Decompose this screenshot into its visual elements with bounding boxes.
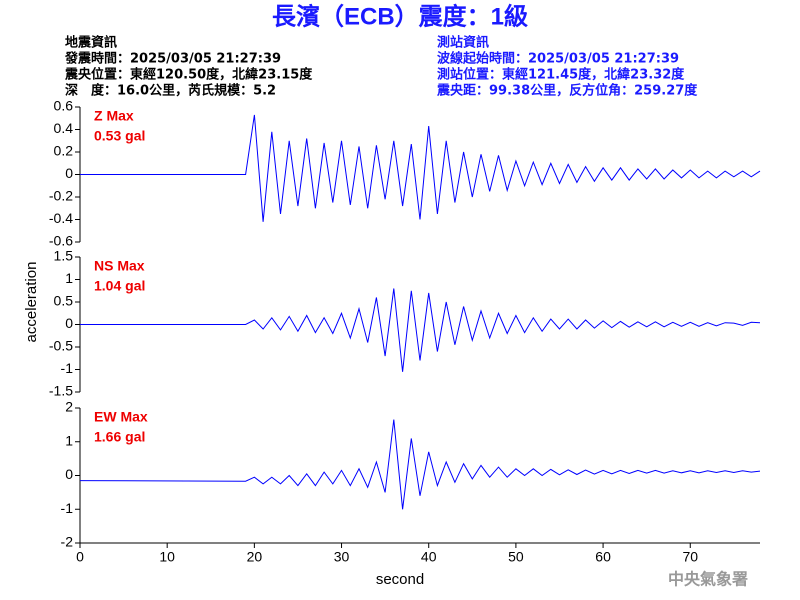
info-left: 發震時間：2025/03/05 21:27:39 <box>64 51 281 67</box>
y-tick-label: 0 <box>65 466 73 482</box>
info-right: 震央距：99.38公里，反方位角：259.27度 <box>436 83 698 99</box>
y-tick-label: 0 <box>65 165 73 181</box>
y-tick-label: -0.2 <box>49 188 73 204</box>
info-right: 波線起始時間：2025/03/05 21:27:39 <box>437 51 679 67</box>
waveform <box>79 419 761 510</box>
y-tick-label: -0.5 <box>49 338 73 354</box>
x-tick-label: 10 <box>159 549 175 565</box>
y-tick-label: -1.5 <box>49 383 73 399</box>
y-tick-label: -2 <box>61 534 74 550</box>
max-label: 0.53 gal <box>94 128 145 144</box>
y-tick-label: 0 <box>65 315 73 331</box>
waveform <box>80 114 761 222</box>
y-tick-label: -1 <box>61 500 74 516</box>
x-tick-label: 30 <box>334 549 350 565</box>
annotation: NS Max <box>94 258 145 274</box>
info-left: 地震資訊 <box>65 35 117 51</box>
chart-title: 長濱（ECB）震度：1級 <box>272 2 528 30</box>
y-tick-label: 0.4 <box>54 120 74 136</box>
y-tick-label: -1 <box>61 360 74 376</box>
y-tick-label: 2 <box>65 399 73 415</box>
y-tick-label: 0.5 <box>54 293 74 309</box>
waveform <box>80 288 761 372</box>
source: 中央氣象署 <box>668 570 748 589</box>
info-right: 測站位置：東經121.45度，北緯23.32度 <box>437 67 685 83</box>
info-right: 測站資訊 <box>437 35 489 51</box>
y-tick-label: 1.5 <box>54 248 74 264</box>
annotation: Z Max <box>94 108 134 124</box>
annotation: EW Max <box>94 409 148 425</box>
y-tick-label: 0.2 <box>54 143 74 159</box>
y-tick-label: 1 <box>65 432 73 448</box>
x-tick-label: 50 <box>508 549 524 565</box>
y-tick-label: 0.6 <box>54 98 74 114</box>
x-tick-label: 60 <box>595 549 611 565</box>
x-axis-label: second <box>376 571 424 588</box>
max-label: 1.66 gal <box>94 429 145 445</box>
x-tick-label: 20 <box>247 549 263 565</box>
info-left: 深 度：16.0公里，芮氏規模：5.2 <box>65 83 276 99</box>
x-tick-label: 40 <box>421 549 437 565</box>
max-label: 1.04 gal <box>94 278 145 294</box>
y-tick-label: 1 <box>65 270 73 286</box>
x-tick-label: 70 <box>682 549 698 565</box>
info-left: 震央位置：東經120.50度，北緯23.15度 <box>64 67 313 83</box>
x-tick-label: 0 <box>76 549 84 565</box>
y-tick-label: -0.4 <box>49 210 73 226</box>
y-tick-label: -0.6 <box>49 233 73 249</box>
y-axis-label: acceleration <box>23 262 40 343</box>
